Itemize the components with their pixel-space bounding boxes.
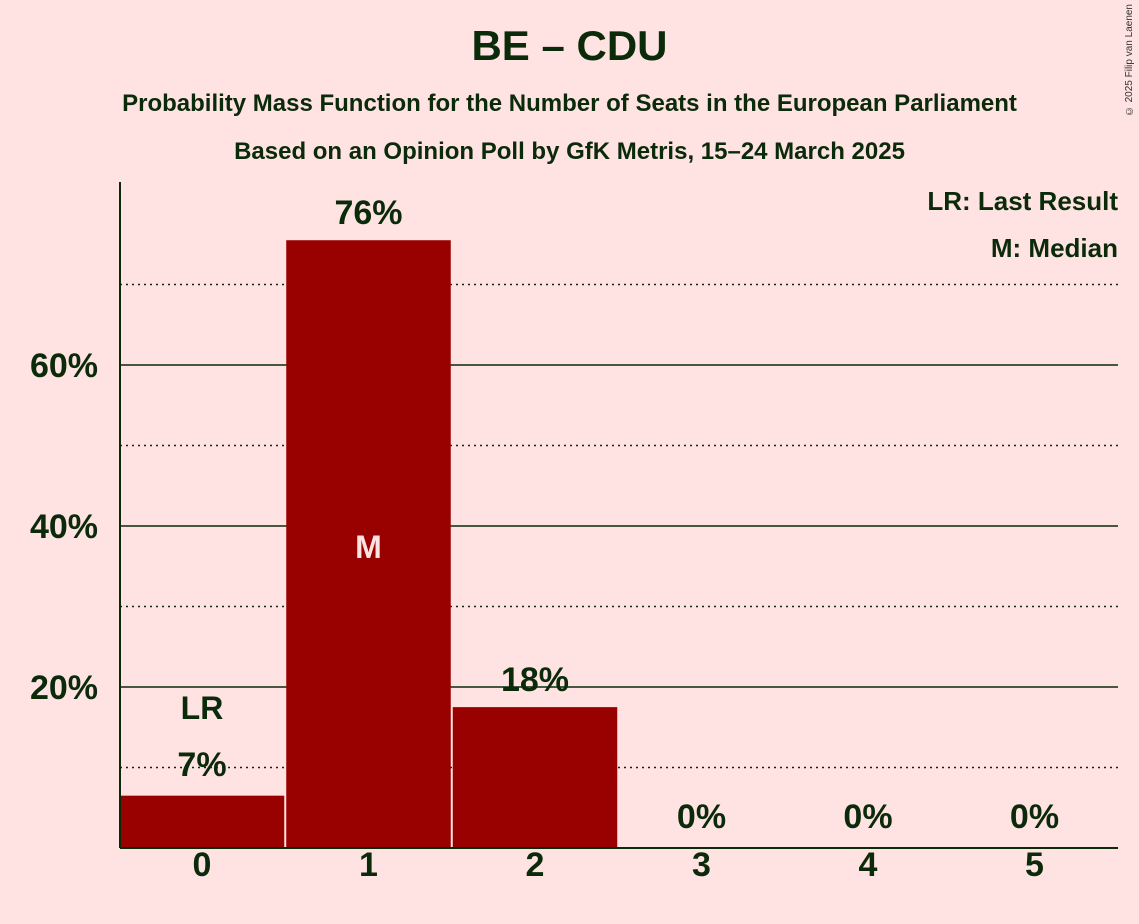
y-tick-label: 60% — [30, 347, 98, 385]
x-tick-label: 1 — [359, 846, 378, 884]
chart-subtitle-source: Based on an Opinion Poll by GfK Metris, … — [234, 138, 905, 165]
x-tick-label: 3 — [692, 846, 711, 884]
bar-value-label: 0% — [1010, 798, 1059, 836]
legend-median: M: Median — [991, 233, 1118, 263]
y-tick-label: 20% — [30, 669, 98, 707]
bar-value-label: 0% — [677, 798, 726, 836]
y-tick-label: 40% — [30, 508, 98, 546]
bar-value-label: 76% — [334, 194, 402, 232]
bar — [119, 795, 285, 848]
bar — [286, 240, 451, 849]
median-marker: M — [355, 529, 382, 565]
x-tick-label: 0 — [193, 846, 212, 884]
legend-last-result: LR: Last Result — [927, 186, 1118, 216]
chart-title: BE – CDU — [471, 22, 668, 69]
x-tick-label: 5 — [1025, 846, 1044, 884]
x-tick-label: 4 — [859, 846, 878, 884]
bar-value-label: 7% — [177, 746, 226, 784]
bar-value-label: 0% — [843, 798, 892, 836]
bar-value-label: 18% — [501, 661, 569, 699]
bar — [452, 707, 618, 848]
chart-subtitle-poll-type: Probability Mass Function for the Number… — [122, 90, 1017, 117]
x-tick-label: 2 — [526, 846, 545, 884]
last-result-marker: LR — [181, 690, 224, 726]
